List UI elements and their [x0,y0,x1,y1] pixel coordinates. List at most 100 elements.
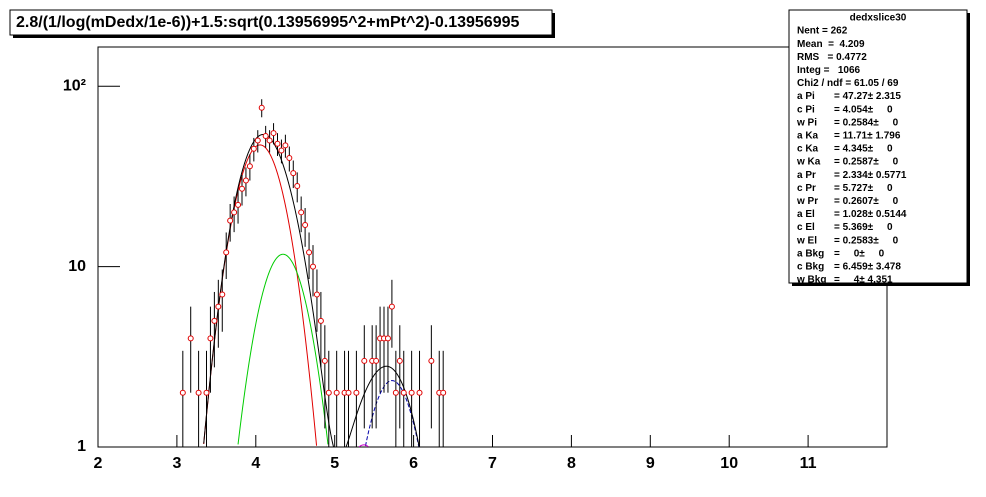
data-point [416,389,423,396]
stats-line: RMS = 0.4772 [797,52,867,63]
data-point [373,357,380,364]
x-tick-label: 8 [567,455,576,472]
data-point [187,335,194,342]
stats-param-value: = 5.369± 0 [834,222,893,233]
stats-param-label: w El [796,235,817,246]
y-tick-label: 1 [77,438,86,455]
stats-param-label: c Pi [797,104,815,115]
data-point [286,155,293,162]
stats-param-label: a El [797,209,815,220]
data-point [250,145,257,152]
stats-param-value: = 0.2583± 0 [834,235,899,246]
stats-param-label: w Bkg [796,275,826,286]
stats-param-label: a Pr [797,170,816,181]
data-point [238,185,245,192]
data-point [227,217,234,224]
data-point [242,177,249,184]
data-point [333,389,340,396]
data-point [313,291,320,298]
data-point [396,357,403,364]
stats-param-value: = 0.2584± 0 [834,117,899,128]
stats-line: Integ = 1066 [797,65,861,76]
data-point [223,249,230,256]
data-point [400,389,407,396]
data-point [294,182,301,189]
data-point [207,335,214,342]
fit-component [358,444,369,448]
x-tick-label: 9 [646,455,655,472]
data-point [219,291,226,298]
data-point [388,303,395,310]
x-tick-label: 4 [251,455,260,472]
data-point [325,389,332,396]
data-point [195,389,202,396]
data-point [345,389,352,396]
fit-component [237,253,329,445]
y-tick-label: 10² [63,77,86,94]
data-point [258,104,265,111]
stats-param-label: w Ka [796,157,821,168]
stats-param-label: c Bkg [797,262,824,273]
data-point [290,170,297,177]
stats-box [788,9,968,284]
data-point [231,209,238,216]
stats-param-label: c El [797,222,815,233]
x-tick-label: 6 [409,455,418,472]
x-tick-label: 7 [488,455,497,472]
data-point [321,357,328,364]
stats-param-value: = 6.459± 3.478 [834,262,901,273]
data-point [317,317,324,324]
data-point [246,163,253,170]
x-tick-label: 3 [172,455,181,472]
stats-title: dedxslice30 [850,13,907,24]
data-point [408,389,415,396]
data-point [266,137,273,144]
x-tick-label: 10 [720,455,738,472]
data-point [361,357,368,364]
data-point [270,130,277,137]
data-point [440,389,447,396]
data-point [278,147,285,154]
data-point [215,303,222,310]
stats-param-label: a Ka [797,131,819,142]
stats-param-value: = 5.727± 0 [834,183,893,194]
fit-component [364,380,420,447]
stats-line: Mean = 4.209 [797,39,865,50]
stats-param-value: = 0.2587± 0 [834,157,899,168]
stats-param-value: = 4± 4.351 [834,275,893,286]
data-point [179,389,186,396]
stats-param-label: w Pr [796,196,818,207]
data-point [211,317,218,324]
data-point [384,335,391,342]
data-point [392,389,399,396]
data-point [306,249,313,256]
stats-param-value: = 0± 0 [834,248,885,259]
data-point [310,263,317,270]
stats-param-value: = 4.345± 0 [834,144,893,155]
data-point [262,132,269,139]
stats-param-value: = 1.028± 0.5144 [834,209,907,220]
data-point [302,222,309,229]
stats-line: Nent = 262 [797,26,848,37]
data-point [203,389,210,396]
data-point [353,389,360,396]
data-point [274,140,281,147]
x-tick-label: 2 [94,455,103,472]
stats-param-label: c Ka [797,144,819,155]
data-point [428,357,435,364]
fit-total [203,133,420,447]
y-tick-label: 10 [68,258,86,275]
stats-param-label: c Pr [797,183,816,194]
data-point [254,137,261,144]
stats-param-value: = 4.054± 0 [834,104,893,115]
stats-param-label: w Pi [796,117,817,128]
stats-param-value: = 11.71± 1.796 [834,131,901,142]
data-point [282,142,289,149]
data-point [235,201,242,208]
stats-param-value: = 47.27± 2.315 [834,91,901,102]
stats-param-label: a Pi [797,91,815,102]
stats-line: Chi2 / ndf = 61.05 / 69 [797,78,899,89]
